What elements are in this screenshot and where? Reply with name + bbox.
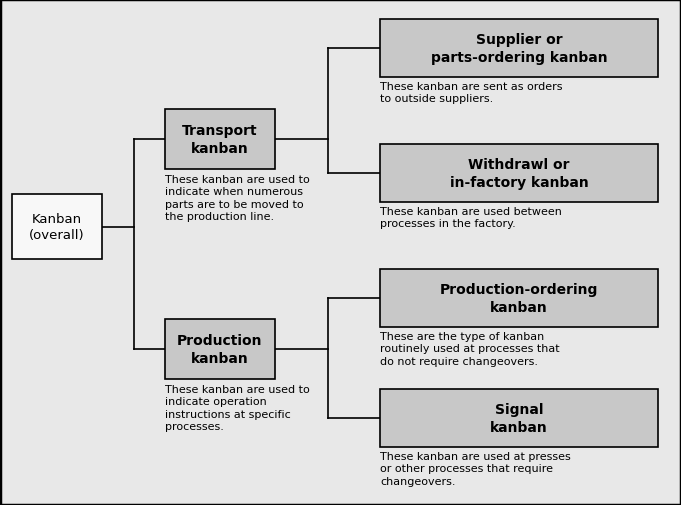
FancyBboxPatch shape — [165, 319, 275, 379]
Text: These kanban are used to
indicate operation
instructions at specific
processes.: These kanban are used to indicate operat… — [165, 384, 310, 431]
FancyBboxPatch shape — [380, 20, 658, 78]
Text: Production-ordering
kanban: Production-ordering kanban — [440, 283, 598, 314]
Text: Signal
kanban: Signal kanban — [490, 402, 548, 434]
Text: Supplier or
parts-ordering kanban: Supplier or parts-ordering kanban — [430, 33, 607, 65]
Text: Production
kanban: Production kanban — [177, 334, 263, 365]
Text: These kanban are sent as orders
to outside suppliers.: These kanban are sent as orders to outsi… — [380, 82, 563, 104]
Text: Withdrawl or
in-factory kanban: Withdrawl or in-factory kanban — [449, 158, 588, 189]
Text: These are the type of kanban
routinely used at processes that
do not require cha: These are the type of kanban routinely u… — [380, 331, 560, 366]
Text: These kanban are used to
indicate when numerous
parts are to be moved to
the pro: These kanban are used to indicate when n… — [165, 175, 310, 222]
FancyBboxPatch shape — [165, 110, 275, 170]
FancyBboxPatch shape — [12, 194, 102, 260]
Text: These kanban are used between
processes in the factory.: These kanban are used between processes … — [380, 207, 562, 229]
FancyBboxPatch shape — [380, 145, 658, 203]
FancyBboxPatch shape — [380, 270, 658, 327]
Text: These kanban are used at presses
or other processes that require
changeovers.: These kanban are used at presses or othe… — [380, 451, 571, 486]
Text: Transport
kanban: Transport kanban — [183, 124, 258, 156]
Text: Kanban
(overall): Kanban (overall) — [29, 213, 85, 241]
FancyBboxPatch shape — [380, 389, 658, 447]
